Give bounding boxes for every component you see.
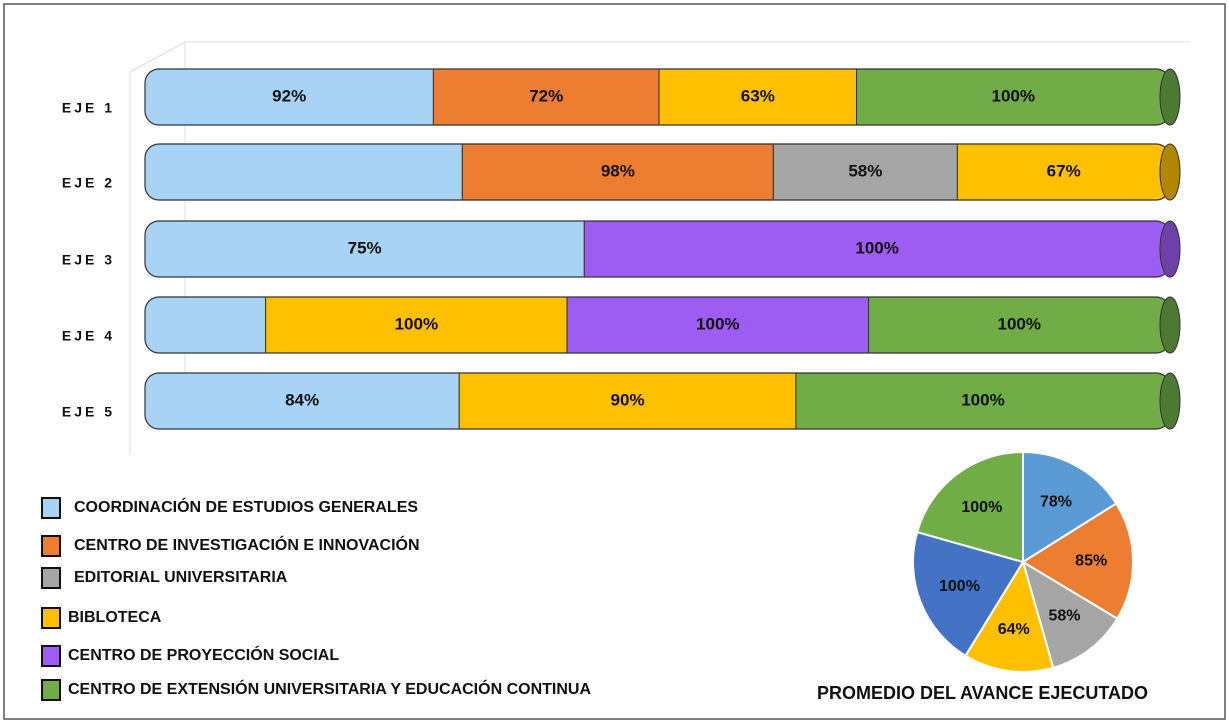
value-label: 85% xyxy=(1075,553,1107,570)
value-label: 100% xyxy=(939,578,980,595)
pie-slice xyxy=(1021,502,1134,621)
value-label: 100% xyxy=(961,390,1004,409)
bar-segment xyxy=(461,144,774,200)
legend-label: COORDINACIÓN DE ESTUDIOS GENERALES xyxy=(74,497,418,516)
bar-segment xyxy=(145,297,267,353)
legend-label: CENTRO DE EXTENSIÓN UNIVERSITARIA Y EDUC… xyxy=(68,679,591,698)
bar-end-cap xyxy=(1159,296,1181,354)
value-label: 63% xyxy=(741,86,775,105)
value-label: 100% xyxy=(992,86,1035,105)
value-label: 90% xyxy=(611,390,645,409)
bar-end-cap xyxy=(1159,143,1181,201)
value-label: 100% xyxy=(395,314,438,333)
legend-swatch xyxy=(41,607,61,629)
legend-swatch xyxy=(41,567,61,589)
bar-segment xyxy=(868,297,1170,353)
value-label: 100% xyxy=(855,238,898,257)
value-label: 64% xyxy=(998,621,1030,638)
legend-swatch xyxy=(41,645,61,667)
value-label: 100% xyxy=(961,499,1002,516)
bar-segment xyxy=(145,144,463,200)
bar-row xyxy=(145,69,1170,125)
bar-segment xyxy=(956,144,1170,200)
legend-swatch xyxy=(41,497,61,519)
bar-segment xyxy=(432,69,660,125)
legend-label: BIBLOTECA xyxy=(68,609,162,626)
category-label: EJE 4 xyxy=(62,328,115,344)
value-label: 67% xyxy=(1047,161,1081,180)
legend-swatch xyxy=(41,679,61,701)
bar-segment xyxy=(795,373,1170,429)
legend-swatch xyxy=(41,535,61,557)
bar-segment xyxy=(772,144,958,200)
pie-slice xyxy=(912,530,1025,658)
pie-slice xyxy=(964,559,1055,673)
bar-segment xyxy=(145,69,434,125)
value-label: 75% xyxy=(348,238,382,257)
bar-segment xyxy=(856,69,1170,125)
value-label: 58% xyxy=(1048,607,1080,624)
category-label: EJE 2 xyxy=(62,175,115,191)
bar-segment xyxy=(658,69,858,125)
value-label: 100% xyxy=(696,314,739,333)
value-label: 78% xyxy=(1040,494,1072,511)
bar-row xyxy=(145,221,1170,277)
bar-row xyxy=(145,144,1170,200)
value-label: 72% xyxy=(529,86,563,105)
value-label: 100% xyxy=(998,314,1041,333)
pie-slice xyxy=(915,450,1024,564)
value-label: 92% xyxy=(272,86,306,105)
legend-label: CENTRO DE INVESTIGACIÓN E INNOVACIÓN xyxy=(74,535,420,554)
legend-label: EDITORIAL UNIVERSITARIA xyxy=(74,569,288,586)
bar-end-cap xyxy=(1159,372,1181,430)
value-label: 84% xyxy=(285,390,319,409)
category-label: EJE 3 xyxy=(62,252,115,268)
bar-end-cap xyxy=(1159,68,1181,126)
bar-segment xyxy=(566,297,870,353)
value-label: 98% xyxy=(601,161,635,180)
bar-row xyxy=(145,297,1170,353)
bar-segment xyxy=(583,221,1170,277)
value-label: 58% xyxy=(848,161,882,180)
category-label: EJE 1 xyxy=(62,100,115,116)
bar-row xyxy=(145,373,1170,429)
pie-title: PROMEDIO DEL AVANCE EJECUTADO xyxy=(817,683,1148,703)
category-label: EJE 5 xyxy=(62,404,115,420)
legend-label: CENTRO DE PROYECCIÓN SOCIAL xyxy=(68,645,339,664)
pie-slice xyxy=(1022,450,1118,564)
bar-end-cap xyxy=(1159,220,1181,278)
